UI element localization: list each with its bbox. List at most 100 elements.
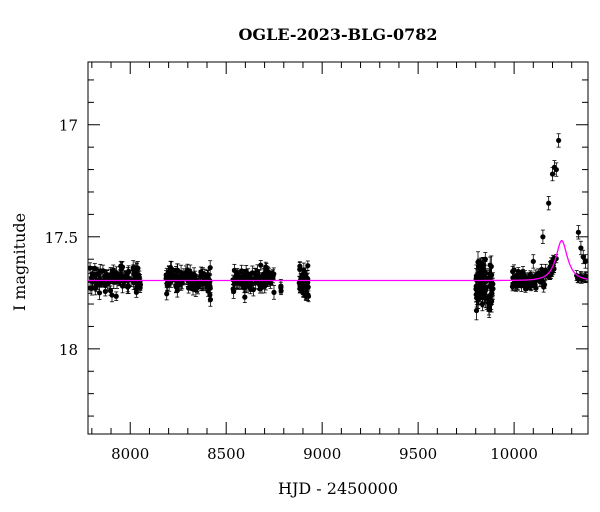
x-tick-label: 10000 xyxy=(490,445,538,463)
x-axis-label: HJD - 2450000 xyxy=(278,479,398,498)
data-point xyxy=(479,301,486,307)
y-tick-label: 18 xyxy=(59,341,78,359)
data-point xyxy=(110,274,116,280)
data-point xyxy=(528,283,534,289)
data-point xyxy=(299,272,305,278)
plot-area: 8000 8500 9000 9500 10000 17 17.5 18 xyxy=(45,61,589,463)
data-point xyxy=(258,262,264,268)
data-point xyxy=(483,294,489,300)
data-point xyxy=(174,287,180,294)
data-point xyxy=(511,274,517,280)
data-point xyxy=(234,271,240,277)
data-point xyxy=(265,275,271,281)
data-point xyxy=(515,283,521,289)
data-point xyxy=(542,269,548,275)
data-point xyxy=(578,245,584,251)
y-tick-label: 17.5 xyxy=(45,229,78,247)
data-point xyxy=(119,283,126,289)
data-point xyxy=(96,271,102,277)
data-point xyxy=(303,290,309,296)
data-point xyxy=(183,270,189,276)
data-point xyxy=(252,271,259,277)
data-point xyxy=(487,283,493,290)
model-curve xyxy=(88,239,588,282)
x-tick-label: 9000 xyxy=(303,445,341,463)
data-point xyxy=(200,271,206,277)
data-point xyxy=(131,270,138,277)
data-point xyxy=(132,274,138,281)
data-point xyxy=(267,280,274,287)
data-point xyxy=(516,272,522,278)
data-point xyxy=(99,280,105,286)
data-point xyxy=(133,286,139,292)
data-point xyxy=(96,290,103,296)
data-point xyxy=(207,283,213,289)
data-point xyxy=(125,284,131,290)
data-point xyxy=(242,294,248,300)
data-point xyxy=(476,293,482,299)
data-point xyxy=(526,274,532,280)
data-point xyxy=(247,282,253,288)
data-point xyxy=(477,286,483,292)
data-point xyxy=(580,254,586,260)
data-point xyxy=(541,282,548,288)
data-point xyxy=(480,267,486,274)
data-point xyxy=(475,263,482,269)
y-tick-label: 17 xyxy=(59,117,78,135)
data-point xyxy=(231,267,237,273)
data-point xyxy=(113,293,119,299)
data-point xyxy=(167,264,174,271)
data-point xyxy=(164,291,170,297)
data-point xyxy=(489,272,495,278)
data-point xyxy=(540,234,546,240)
data-point xyxy=(489,298,495,304)
data-point xyxy=(231,281,237,287)
data-point xyxy=(89,285,95,291)
y-axis-label: I magnitude xyxy=(10,213,29,311)
data-point xyxy=(136,274,142,280)
data-point xyxy=(207,292,213,298)
data-point xyxy=(207,265,213,271)
data-point xyxy=(520,270,526,276)
data-point xyxy=(117,273,123,279)
data-point xyxy=(509,284,516,290)
data-point xyxy=(553,166,559,173)
data-point xyxy=(301,267,307,273)
data-point xyxy=(93,283,99,289)
data-point xyxy=(135,265,141,271)
chart-title: OGLE-2023-BLG-0782 xyxy=(238,25,437,44)
data-point xyxy=(546,200,552,206)
x-tick-label: 8000 xyxy=(111,445,149,463)
x-tick-label: 8500 xyxy=(207,445,245,463)
data-point xyxy=(177,275,183,282)
data-point xyxy=(482,256,488,262)
data-point xyxy=(297,263,303,269)
data-point xyxy=(479,281,485,287)
data-point xyxy=(575,229,582,235)
data-point xyxy=(305,263,311,269)
data-point xyxy=(104,280,110,287)
data-point xyxy=(100,268,106,274)
data-point xyxy=(238,281,244,287)
data-point xyxy=(109,292,115,298)
data-point xyxy=(521,279,527,285)
data-point xyxy=(487,262,493,268)
data-point xyxy=(263,264,269,270)
data-point xyxy=(473,283,479,289)
data-point xyxy=(278,283,284,289)
data-point xyxy=(89,271,96,277)
data-point xyxy=(536,272,542,278)
data-series xyxy=(87,133,589,321)
data-point xyxy=(176,280,182,286)
data-point xyxy=(207,296,214,303)
data-point xyxy=(186,285,192,291)
plot-frame xyxy=(87,61,589,435)
data-point xyxy=(187,269,193,275)
data-point xyxy=(190,286,196,292)
data-point xyxy=(123,273,129,279)
data-point xyxy=(296,280,303,286)
data-point xyxy=(202,281,208,287)
data-point xyxy=(556,137,562,144)
data-point xyxy=(480,261,486,267)
